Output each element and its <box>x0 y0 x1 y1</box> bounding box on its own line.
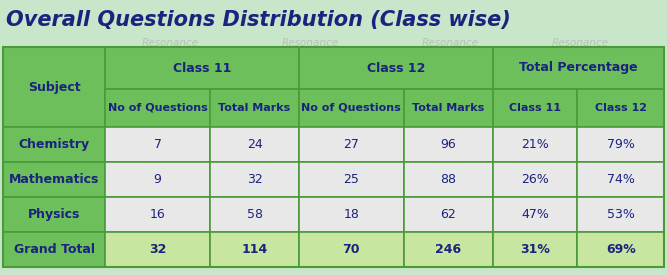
Text: 27: 27 <box>344 138 360 151</box>
Text: Class 12: Class 12 <box>367 62 425 75</box>
Bar <box>404 89 493 127</box>
Text: Total Marks: Total Marks <box>218 103 291 113</box>
Bar <box>578 162 664 197</box>
Bar <box>210 162 299 197</box>
Bar <box>299 89 404 127</box>
Text: 47%: 47% <box>521 208 549 221</box>
Bar <box>210 197 299 232</box>
Text: 25: 25 <box>344 173 360 186</box>
Bar <box>3 127 105 162</box>
Bar <box>493 127 578 162</box>
Text: 70: 70 <box>343 243 360 256</box>
Text: Total Percentage: Total Percentage <box>519 62 638 75</box>
Text: Grand Total: Grand Total <box>14 243 95 256</box>
Bar <box>105 197 210 232</box>
Bar <box>105 89 210 127</box>
Text: 114: 114 <box>241 243 267 256</box>
Text: Class 11: Class 11 <box>173 62 231 75</box>
Bar <box>210 127 299 162</box>
Text: Physics: Physics <box>28 208 81 221</box>
Bar <box>493 162 578 197</box>
Text: No of Questions: No of Questions <box>108 103 207 113</box>
Bar <box>578 89 664 127</box>
Text: No of Questions: No of Questions <box>301 103 402 113</box>
Text: 26%: 26% <box>521 173 549 186</box>
Text: 7: 7 <box>153 138 161 151</box>
Text: 88: 88 <box>440 173 456 186</box>
Bar <box>3 47 664 267</box>
Text: Total Marks: Total Marks <box>412 103 484 113</box>
Bar <box>3 162 105 197</box>
Bar <box>493 232 578 267</box>
Bar <box>404 162 493 197</box>
Text: Resonance: Resonance <box>141 38 199 48</box>
Text: 32: 32 <box>149 243 166 256</box>
Bar <box>299 197 404 232</box>
Text: 32: 32 <box>247 173 262 186</box>
Text: 96: 96 <box>440 138 456 151</box>
Text: Class 11: Class 11 <box>509 103 561 113</box>
Text: 31%: 31% <box>520 243 550 256</box>
Text: Resonance: Resonance <box>281 38 339 48</box>
Text: 24: 24 <box>247 138 262 151</box>
Bar <box>578 127 664 162</box>
Text: 53%: 53% <box>607 208 634 221</box>
Text: 58: 58 <box>247 208 263 221</box>
Text: 16: 16 <box>150 208 165 221</box>
Bar <box>105 127 210 162</box>
Text: Resonance: Resonance <box>552 38 608 48</box>
Bar <box>578 197 664 232</box>
Bar <box>404 232 493 267</box>
Text: Overall Questions Distribution (Class wise): Overall Questions Distribution (Class wi… <box>6 10 511 30</box>
Text: Chemistry: Chemistry <box>19 138 90 151</box>
Text: 21%: 21% <box>521 138 549 151</box>
Text: Class 12: Class 12 <box>595 103 647 113</box>
Text: 74%: 74% <box>607 173 634 186</box>
Text: 18: 18 <box>344 208 360 221</box>
Text: 246: 246 <box>435 243 462 256</box>
Bar <box>493 89 578 127</box>
Bar <box>210 89 299 127</box>
Bar <box>3 47 105 127</box>
Bar <box>105 162 210 197</box>
Bar <box>3 232 105 267</box>
Text: 69%: 69% <box>606 243 636 256</box>
Bar <box>210 232 299 267</box>
Bar <box>3 197 105 232</box>
Bar <box>299 162 404 197</box>
Text: 62: 62 <box>440 208 456 221</box>
Bar <box>105 47 299 89</box>
Bar <box>493 197 578 232</box>
Bar <box>493 47 664 89</box>
Bar <box>299 47 493 89</box>
Text: Subject: Subject <box>28 81 81 94</box>
Text: Mathematics: Mathematics <box>9 173 99 186</box>
Text: Resonance: Resonance <box>422 38 478 48</box>
Bar <box>404 197 493 232</box>
Bar <box>404 127 493 162</box>
Bar <box>105 232 210 267</box>
Bar <box>578 232 664 267</box>
Bar <box>299 232 404 267</box>
Text: 79%: 79% <box>607 138 634 151</box>
Text: 9: 9 <box>153 173 161 186</box>
Bar <box>299 127 404 162</box>
